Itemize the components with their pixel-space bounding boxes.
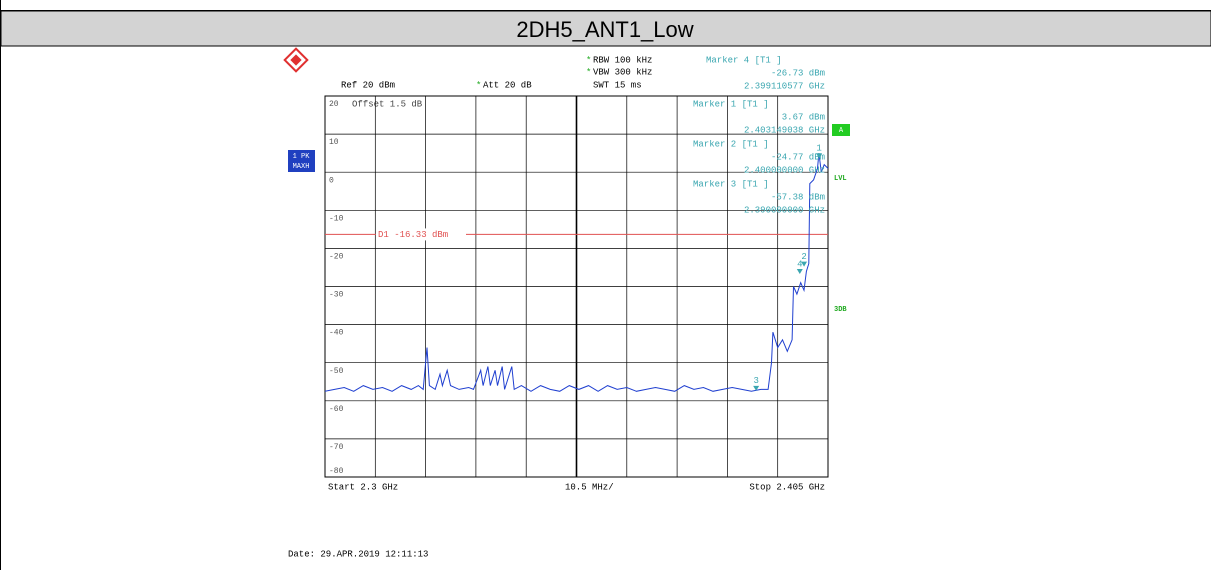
asterisk: * [586,55,591,65]
y-tick-label: -50 [329,367,344,376]
marker-value: 3.67 dBm [782,112,825,122]
trace-box [288,150,315,172]
channel: A [839,127,844,135]
asterisk: * [476,80,481,90]
trace-detector: MAXH [293,163,310,171]
sweep-time: SWT 15 ms [593,80,642,90]
attenuation: Att 20 dB [483,80,532,90]
lvl-flag: LVL [834,175,847,183]
marker-id: 2 [801,252,806,262]
asterisk: * [586,67,591,77]
vbw: VBW 300 kHz [593,67,652,77]
marker-name: Marker 4 [T1 ] [706,55,782,65]
3db-flag: 3DB [834,306,847,314]
marker-name: Marker 3 [T1 ] [693,179,769,189]
logo [283,47,309,73]
span-per-div: 10.5 MHz/ [565,482,614,492]
date: Date: 29.APR.2019 12:11:13 [288,549,428,559]
y-tick-label: -10 [329,214,344,223]
display-line-label-bg [376,228,466,241]
marker-name: Marker 1 [T1 ] [693,99,769,109]
marker [801,261,808,267]
offset: Offset 1.5 dB [352,99,423,109]
y-tick-label: -60 [329,405,344,414]
marker [753,385,760,391]
marker [816,153,823,159]
start-freq: Start 2.3 GHz [328,482,398,492]
header-title: 2DH5_ANT1_Low [516,17,693,42]
marker-freq: 2.399110577 GHz [744,81,825,91]
rbw: RBW 100 kHz [593,55,652,65]
y-tick-label: -20 [329,253,344,262]
marker-value: -57.38 dBm [771,192,825,202]
y-tick-label: -80 [329,467,344,476]
trace [324,153,829,392]
ref-level: Ref 20 dBm [341,80,395,90]
marker-id: 4 [797,259,802,269]
y-tick-label: -70 [329,443,344,452]
y-tick-label: 0 [329,176,334,185]
marker-id: 1 [816,144,821,154]
marker-freq: 2.403149038 GHz [744,125,825,135]
stop-freq: Stop 2.405 GHz [749,482,825,492]
header-bar [0,10,1211,47]
marker-value: -26.73 dBm [771,68,825,78]
y-tick-label: -30 [329,291,344,300]
marker [796,269,803,275]
marker-freq: 2.390000000 GHz [744,205,825,215]
marker-id: 3 [753,376,758,386]
channel-box [832,124,850,136]
y-tick-label: -40 [329,329,344,338]
marker-name: Marker 2 [T1 ] [693,139,769,149]
y-tick-label: 10 [329,138,339,147]
marker-value: -24.77 dBm [771,152,825,162]
display-line-label: D1 -16.33 dBm [378,230,448,240]
trace-mode: 1 PK [293,153,311,161]
marker-freq: 2.400000000 GHz [744,165,825,175]
y-tick-label: 20 [329,100,339,109]
